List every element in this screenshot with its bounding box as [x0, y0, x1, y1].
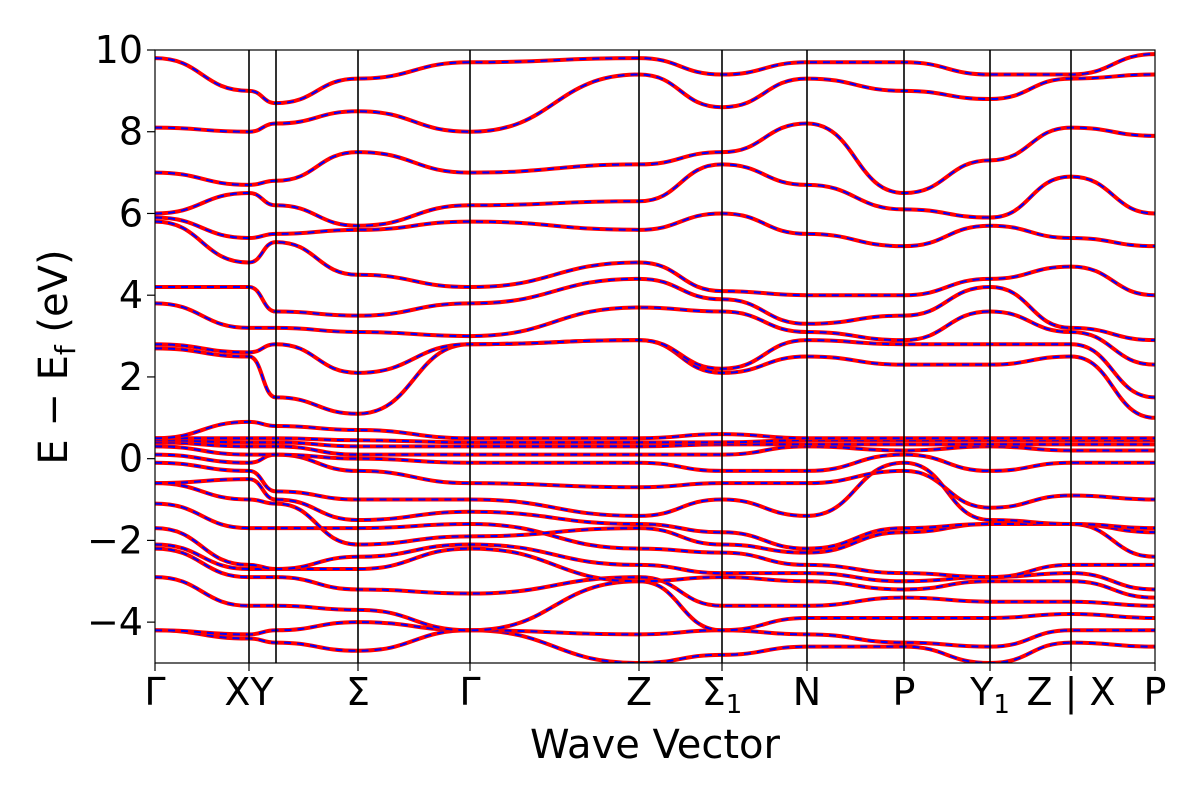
kpoint-lines-layer — [248, 50, 1072, 663]
y-axis-label-tail: (eV) — [31, 249, 77, 345]
y-tick-label: −2 — [87, 518, 143, 562]
plot-frame — [154, 49, 1156, 664]
x-tick-label: Z | X — [1026, 670, 1115, 715]
band-line-dashed-18 — [155, 302, 1155, 366]
y-axis-label: E − Ef (eV) — [31, 249, 82, 464]
y-tick-label: 2 — [119, 355, 143, 399]
x-axis-ticks: Γ XY Σ Γ Z Σ1 N P Y1 Z | X P — [144, 663, 1166, 720]
y-tick-label: −4 — [87, 600, 143, 644]
y-axis-ticks: −4 −2 0 2 4 6 8 10 — [87, 28, 155, 644]
y-axis-label-subscript: f — [49, 344, 82, 355]
x-tick-label: Γ — [144, 670, 165, 714]
y-tick-label: 6 — [119, 191, 143, 235]
band-line-dashed-24 — [155, 73, 1155, 133]
y-tick-label: 8 — [119, 110, 143, 154]
x-axis-label: Wave Vector — [530, 722, 781, 768]
x-tick-label: Σ1 — [702, 670, 743, 720]
band-line-dashed-19 — [155, 277, 1155, 342]
x-tick-label: Y1 — [969, 670, 1010, 720]
x-tick-label: Γ — [459, 670, 480, 714]
x-tick-label: Z — [626, 670, 652, 714]
x-tick-label: XY — [224, 670, 274, 714]
x-tick-label: N — [793, 670, 821, 714]
x-tick-label: Σ — [346, 670, 370, 714]
y-tick-label: 0 — [119, 437, 143, 481]
y-tick-label: 4 — [119, 273, 143, 317]
x-tick-label: P — [893, 670, 916, 714]
band-line-dashed-6 — [155, 502, 1155, 579]
band-line-22 — [155, 162, 1155, 228]
y-axis-label-main: E − E — [31, 355, 77, 465]
x-tick-label: P — [1144, 670, 1167, 714]
y-tick-label: 10 — [95, 28, 143, 72]
